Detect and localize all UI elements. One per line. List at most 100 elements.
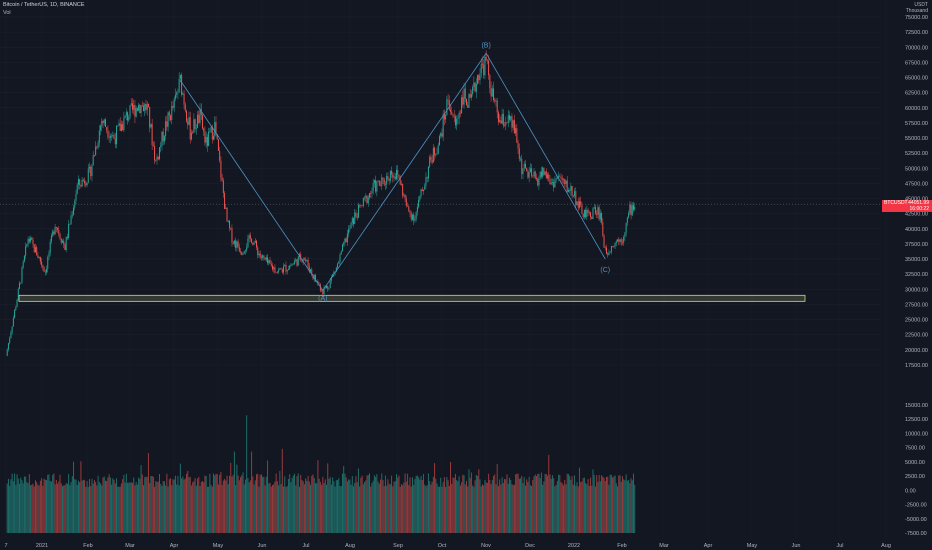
candle-body [131,103,133,110]
candle-body [328,288,330,289]
price-tick-label: 70000.00 [905,45,928,51]
volume-bar [95,482,97,533]
support-zone-rect [18,294,806,302]
volume-bar [183,479,185,533]
volume-bar [237,475,239,533]
volume-bar [513,484,515,533]
candle-body [549,179,551,185]
candle-body [430,156,432,161]
volume-bar [373,475,375,533]
volume-bar [392,486,394,533]
volume-bar [295,485,297,533]
candle-body [159,147,160,160]
volume-bar [430,484,432,533]
candle-body [134,105,136,117]
candle-body [300,254,302,260]
candle-body [249,235,251,239]
currency-label[interactable]: USDT Thousand [906,2,928,14]
volume-bar [362,484,364,533]
volume-bar [489,479,491,533]
candle-body [441,133,443,137]
volume-bar [108,474,110,533]
price-tick-label: 35000.00 [905,257,928,263]
volume-bar [287,478,289,533]
volume-bar [459,485,461,533]
time-tick-label: Mar [659,543,669,549]
volume-bar [149,483,151,533]
volume-bar [467,486,469,533]
candle-body [585,209,587,218]
volume-bar [337,480,339,533]
candle-body [166,121,168,127]
candle-body [394,176,396,179]
candle-body [420,189,422,196]
candle-body [389,170,391,181]
candle-body [540,171,542,177]
candle-body [474,82,476,92]
candle-body [238,247,240,252]
candle-body [49,241,51,253]
candle-body [52,231,54,236]
candle-body [182,93,184,95]
candle-body [375,180,377,192]
volume-bar [381,473,383,533]
candle-body [529,168,531,172]
candle-body [220,160,222,178]
candle-body [156,156,158,161]
candle-body [176,92,178,95]
price-tick-label: 37500.00 [905,242,928,248]
candle-body [409,210,411,214]
volume-bar [466,480,467,533]
volume-bar [364,482,366,533]
volume-bar [437,486,439,533]
volume-bar [403,482,405,533]
volume-bar [188,477,190,533]
volume-bar [116,478,118,533]
volume-bar [176,484,178,533]
candle-body [588,212,590,213]
volume-bar [133,477,135,533]
candle-body [339,254,341,262]
candle-body [615,241,617,244]
candle-body [268,260,270,264]
candle-body [192,132,194,134]
candle-body [479,73,481,81]
candle-body [364,197,366,199]
volume-bar [446,477,448,533]
volume-bar [203,482,205,533]
volume-bar [469,477,471,533]
candle-body [104,119,106,128]
candle-body [222,180,224,194]
candle-body [205,136,207,143]
candle-body [97,142,99,148]
volume-bar [259,474,261,533]
candle-body [21,267,23,283]
candle-body [278,269,280,272]
candle-body [504,125,506,127]
candle-body [106,127,108,131]
candle-body [535,178,537,179]
candle-body [411,214,413,220]
candle-body [152,145,154,147]
candle-body [594,207,596,214]
volume-bar [533,476,535,533]
candle-body [150,123,152,128]
candle-body [442,114,444,137]
volume-bar [54,484,56,533]
pattern-annotations: (B) (A) (C) [318,42,610,302]
volume-bar [190,485,192,533]
volume-bar [520,478,522,533]
volume-bar [517,473,519,533]
volume-bar [354,482,356,533]
candle-body [252,242,254,245]
volume-tick-label: 10000.00 [905,431,928,437]
volume-bar [468,469,470,533]
candle-body [141,105,143,107]
volume-bar [560,482,562,533]
candle-body [630,204,632,216]
candle-body [483,64,485,76]
volume-bar [333,481,335,533]
volume-bar [285,486,287,533]
candle-body [163,136,165,142]
